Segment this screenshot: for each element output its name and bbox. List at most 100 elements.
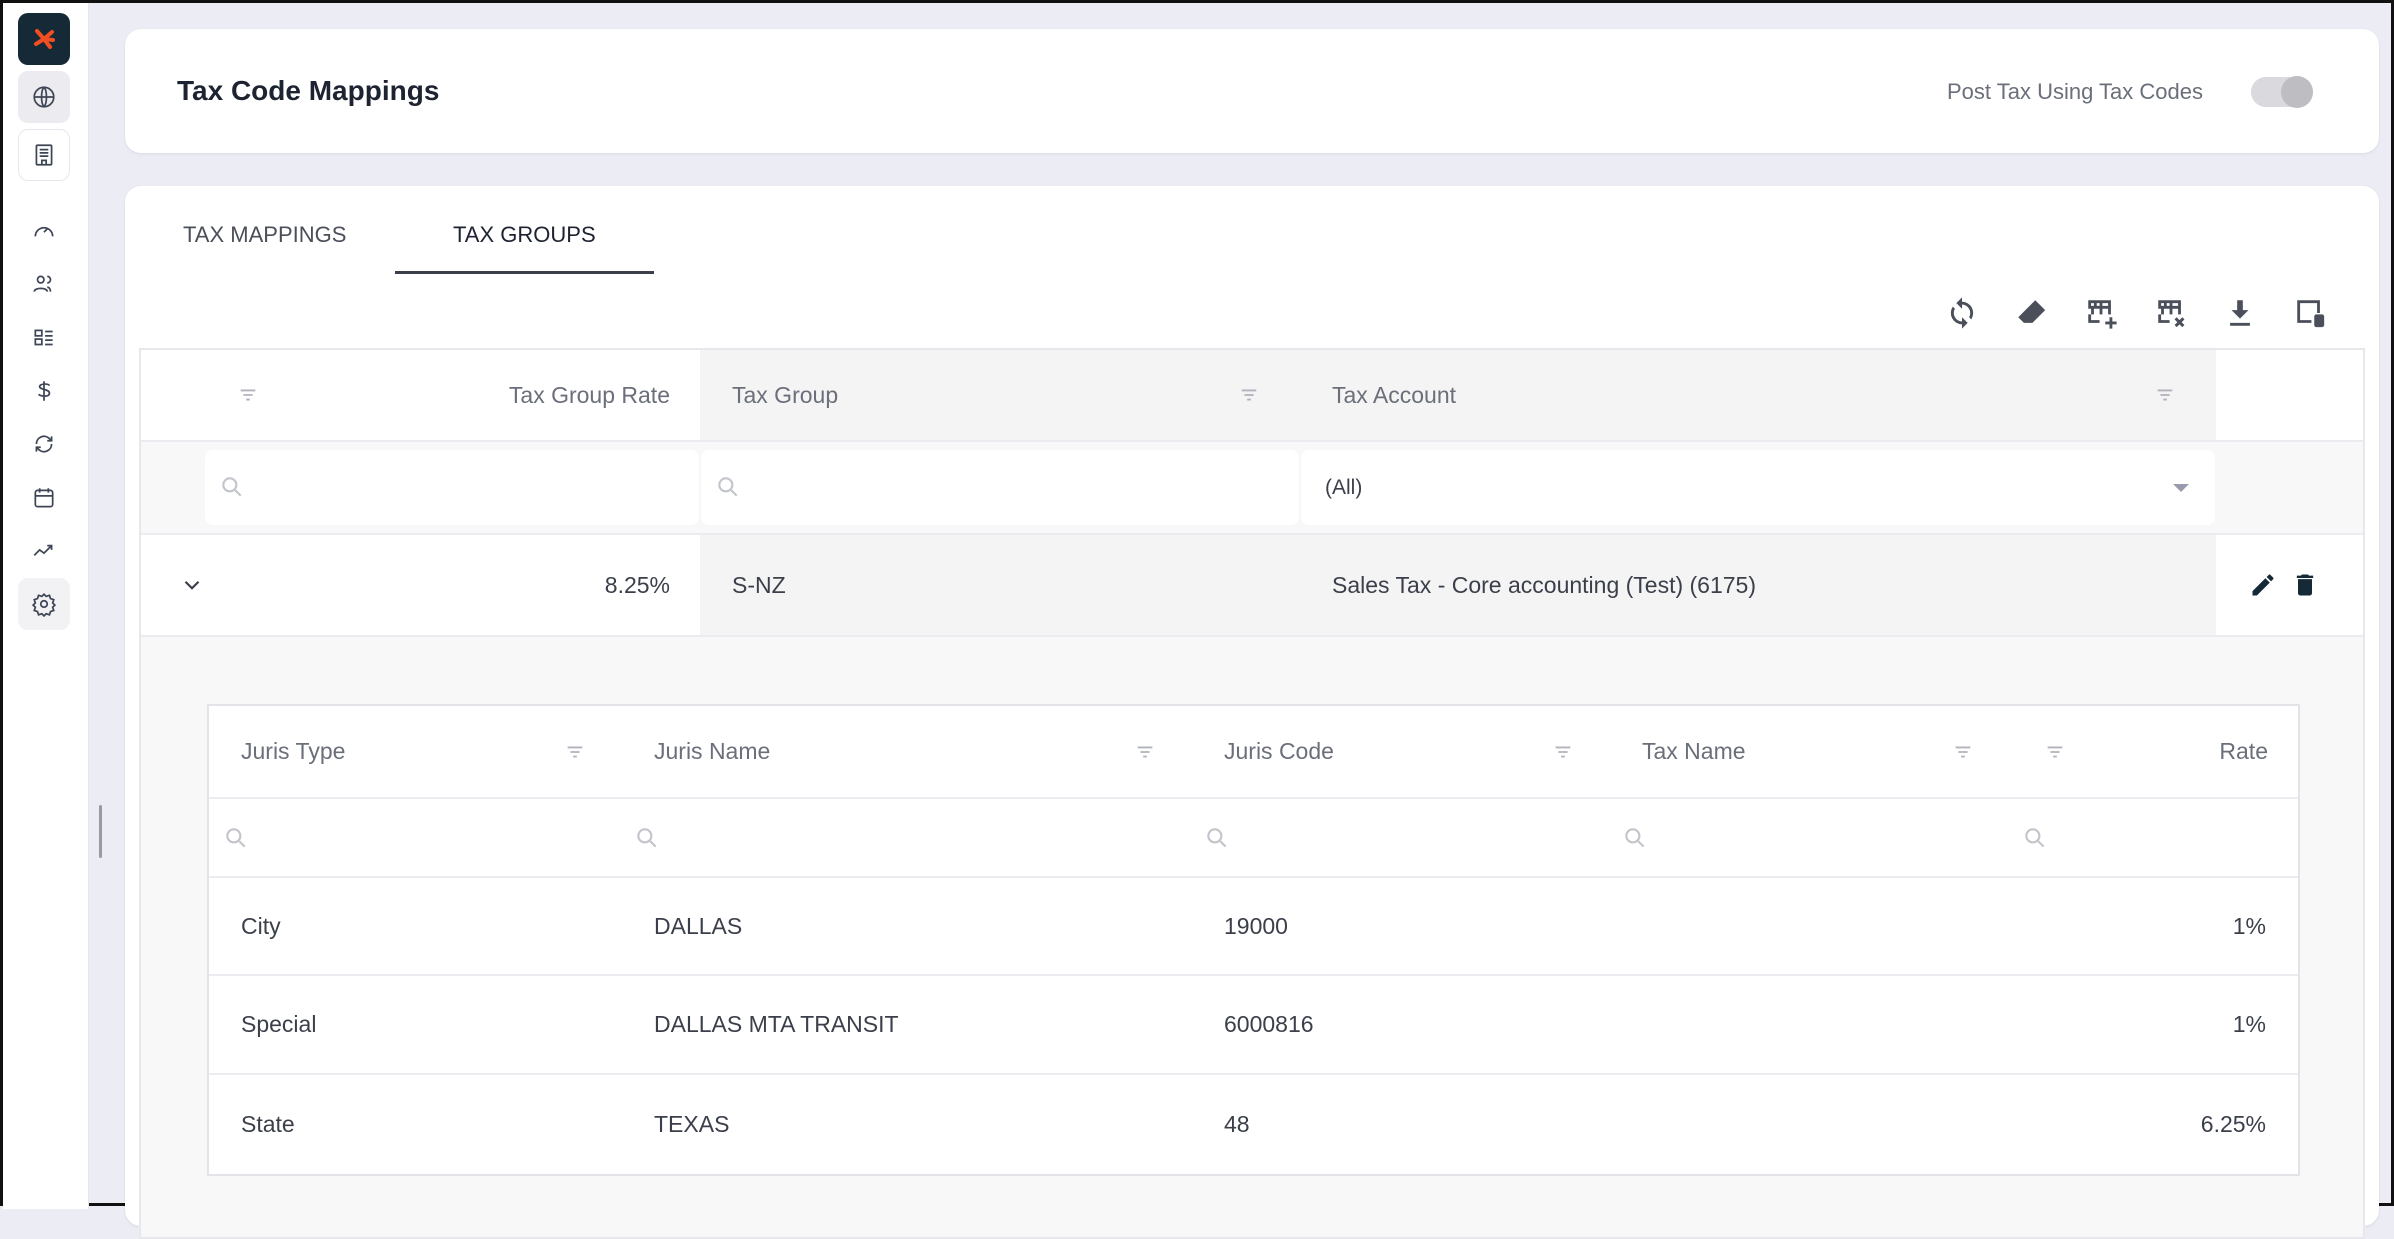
column-label: Rate <box>2219 738 2268 764</box>
column-label: Juris Name <box>654 738 771 764</box>
filter-icon[interactable] <box>2044 741 2066 763</box>
nav-billing[interactable] <box>18 365 70 417</box>
header-rate[interactable]: Rate <box>2010 706 2300 797</box>
cell-juris-type: Special <box>241 1011 317 1037</box>
filter-icon[interactable] <box>564 741 586 763</box>
cell-juris-name: TEXAS <box>654 1111 730 1137</box>
account-filter-value: (All) <box>1325 475 1363 499</box>
list-icon <box>34 329 53 346</box>
header-tax-name[interactable]: Tax Name <box>1610 706 2010 797</box>
settings-icon <box>31 593 57 617</box>
expand-row-button[interactable] <box>179 535 209 635</box>
download-button[interactable] <box>2220 293 2260 333</box>
header-tax-group-rate[interactable]: Tax Group Rate <box>141 350 700 440</box>
dollar-icon <box>37 381 51 401</box>
header-juris-name[interactable]: Juris Name <box>622 706 1192 797</box>
search-icon <box>222 477 242 497</box>
jurisdiction-table: Juris Type Juris Name Juris Code Tax Nam… <box>207 704 2300 1176</box>
grid-filter-row: (All) <box>141 442 2363 535</box>
table-row[interactable]: City DALLAS 19000 1% <box>209 878 2298 976</box>
header-card: Tax Code Mappings Post Tax Using Tax Cod… <box>125 29 2379 153</box>
gauge-icon <box>34 226 54 237</box>
header-juris-type[interactable]: Juris Type <box>209 706 622 797</box>
refresh-icon <box>1950 297 1974 329</box>
add-row-button[interactable] <box>2081 293 2121 333</box>
detail-filter-row <box>209 799 2298 878</box>
globe-button[interactable] <box>18 71 70 123</box>
rate-filter-input[interactable] <box>2022 799 2048 876</box>
column-chooser-icon <box>2297 300 2325 328</box>
filter-icon[interactable] <box>1238 384 1260 406</box>
juris-type-filter-input[interactable] <box>223 799 249 876</box>
cell-group: S-NZ <box>700 535 1300 635</box>
sync-icon <box>35 435 53 453</box>
cell-juris-name: DALLAS <box>654 912 743 939</box>
nav-sync[interactable] <box>18 418 70 470</box>
column-chooser-button[interactable] <box>2290 293 2330 333</box>
rate-filter-input[interactable] <box>205 450 699 525</box>
account-filter-select[interactable]: (All) <box>1301 450 2215 525</box>
search-icon <box>718 477 738 497</box>
filter-icon[interactable] <box>237 384 259 406</box>
nav-users[interactable] <box>18 258 70 310</box>
nav-calendar[interactable] <box>18 472 70 524</box>
nav-dashboard[interactable] <box>18 205 70 257</box>
table-row[interactable]: State TEXAS 48 6.25% <box>209 1075 2298 1174</box>
filter-icon[interactable] <box>1952 741 1974 763</box>
chevron-down-icon <box>184 580 200 590</box>
post-tax-toggle[interactable] <box>2251 76 2313 108</box>
users-icon <box>33 275 52 292</box>
nav-settings[interactable] <box>18 578 70 630</box>
building-icon <box>35 144 53 166</box>
column-label: Tax Name <box>1642 738 1746 764</box>
search-icon <box>1625 827 1645 847</box>
delete-row-button[interactable] <box>2151 293 2191 333</box>
tab-tax-mappings[interactable]: TAX MAPPINGS <box>183 222 347 247</box>
cell-juris-type: State <box>241 1111 295 1137</box>
juris-code-filter-input[interactable] <box>1204 799 1230 876</box>
column-label: Juris Code <box>1224 738 1334 764</box>
cell-account: Sales Tax - Core accounting (Test) (6175… <box>1300 535 2216 635</box>
filter-icon[interactable] <box>1552 741 1574 763</box>
column-label: Tax Group <box>732 381 839 408</box>
tax-name-filter-input[interactable] <box>1622 799 1648 876</box>
cell-juris-name: DALLAS MTA TRANSIT <box>654 1011 899 1037</box>
column-label: Tax Account <box>1332 381 1457 408</box>
cell-rate: 1% <box>2232 1011 2266 1037</box>
panel-resize-handle[interactable] <box>99 805 102 858</box>
filter-icon[interactable] <box>2154 384 2176 406</box>
grid-header-row: Tax Group Rate Tax Group Tax Account <box>141 350 2363 442</box>
detail-header-row: Juris Type Juris Name Juris Code Tax Nam… <box>209 706 2298 799</box>
filter-icon[interactable] <box>1134 741 1156 763</box>
header-juris-code[interactable]: Juris Code <box>1192 706 1610 797</box>
nav-list[interactable] <box>18 312 70 364</box>
search-icon <box>1207 827 1227 847</box>
cell-rate: 1% <box>2232 912 2266 939</box>
page-title: Tax Code Mappings <box>177 75 440 106</box>
globe-icon <box>33 86 55 108</box>
row-actions <box>2249 535 2319 635</box>
refresh-button[interactable] <box>1942 293 1982 333</box>
column-label: Tax Group Rate <box>508 381 670 408</box>
app-logo[interactable] <box>18 13 70 65</box>
table-row[interactable]: Special DALLAS MTA TRANSIT 6000816 1% <box>209 976 2298 1075</box>
clear-filters-button[interactable] <box>2011 293 2051 333</box>
post-tax-toggle-label: Post Tax Using Tax Codes <box>1947 79 2203 104</box>
table-row[interactable]: 8.25% S-NZ Sales Tax - Core accounting (… <box>141 535 2363 637</box>
juris-name-filter-input[interactable] <box>634 799 660 876</box>
header-tax-group[interactable]: Tax Group <box>700 350 1300 440</box>
header-tax-account[interactable]: Tax Account <box>1300 350 2216 440</box>
edit-icon[interactable] <box>2249 571 2277 599</box>
cell-rate: 6.25% <box>2200 1111 2266 1137</box>
cell-rate: 8.25% <box>604 571 670 598</box>
cell-juris-code: 48 <box>1224 1111 1250 1137</box>
tab-tax-groups[interactable]: TAX GROUPS <box>395 218 654 274</box>
table-add-icon <box>2088 300 2117 329</box>
nav-reports[interactable] <box>18 525 70 577</box>
group-filter-input[interactable] <box>701 450 1299 525</box>
delete-icon[interactable] <box>2291 571 2319 599</box>
chevron-down-icon <box>2173 484 2189 492</box>
building-button[interactable] <box>18 129 70 181</box>
calendar-icon <box>34 488 54 508</box>
search-icon <box>637 827 657 847</box>
